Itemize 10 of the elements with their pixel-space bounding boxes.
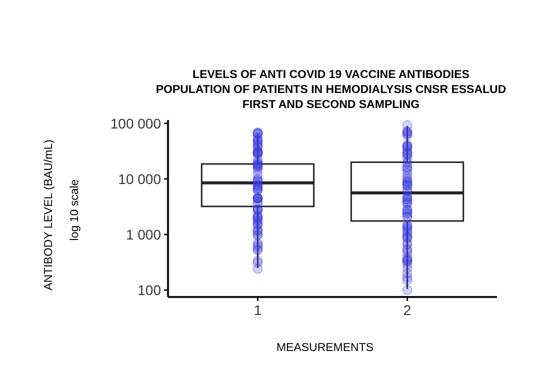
y-tick-label: 1 000 [126,226,162,242]
x-tick-label: 2 [403,302,412,318]
text: log 10 scale [69,179,81,241]
y-axis-title: ANTIBODY LEVEL (BAU/mL) [43,139,55,290]
chart-title: LEVELS OF ANTI COVID 19 VACCINE ANTIBODIES POPULATION OF PATIENTS IN HEMODIALYSIS CNSR ESSALUD FIRST AND SECOND SAMPLING [156,69,506,111]
y-tick-label: 100 [138,282,162,298]
x-axis-title: MEASUREMENTS [276,342,374,354]
x-tick-label: 1 [254,302,262,318]
y-tick-label: 10 000 [118,170,162,187]
y-tick-label: 100 000 [110,115,162,132]
